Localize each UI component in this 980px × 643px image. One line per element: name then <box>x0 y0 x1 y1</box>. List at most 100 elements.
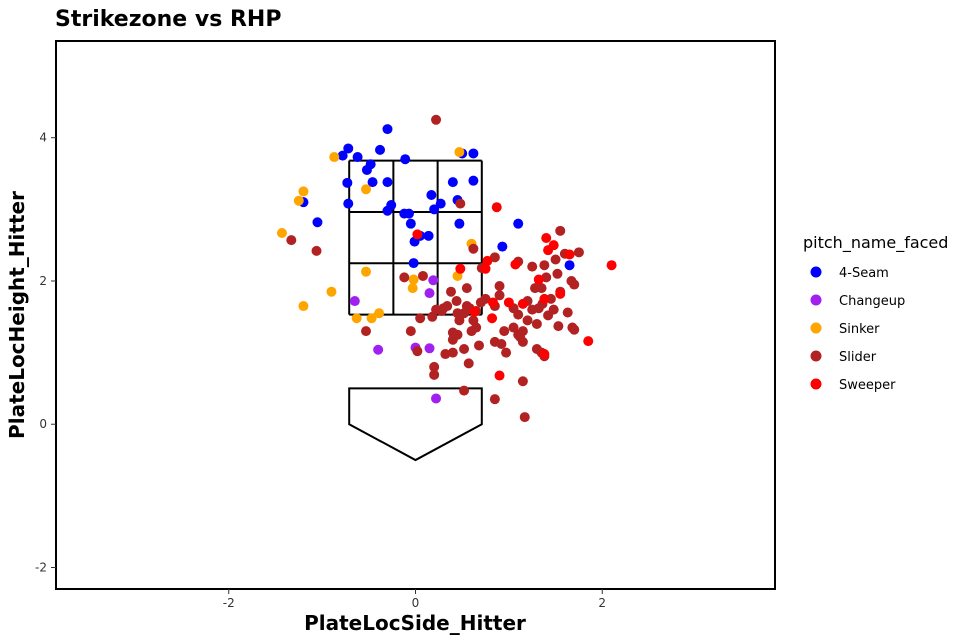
data-point <box>382 177 393 188</box>
data-point <box>349 296 360 307</box>
data-point <box>468 148 479 159</box>
data-point <box>553 321 564 332</box>
chart-title: Strikezone vs RHP <box>55 7 281 32</box>
data-point <box>508 322 519 333</box>
series-changeup <box>349 275 442 404</box>
plot-area <box>55 40 776 590</box>
data-point <box>539 349 550 360</box>
data-point <box>400 154 411 165</box>
data-point <box>382 124 393 135</box>
legend-items: 4-Seam Changeup Sinker Slider Sweeper <box>810 266 905 393</box>
legend-label: Changeup <box>839 294 905 309</box>
data-point <box>459 385 470 396</box>
data-point <box>426 190 437 201</box>
data-point <box>573 247 584 258</box>
data-point <box>583 336 594 347</box>
data-point <box>499 326 510 337</box>
data-point <box>407 283 418 294</box>
data-point <box>548 304 559 315</box>
data-point <box>337 150 348 161</box>
legend-key <box>810 294 822 306</box>
data-point <box>312 217 323 228</box>
data-point <box>424 288 435 299</box>
data-point <box>503 297 514 308</box>
data-point <box>461 283 472 294</box>
home-plate-outline <box>348 387 483 462</box>
data-point <box>311 245 322 256</box>
data-point <box>510 259 521 270</box>
data-point <box>513 218 524 229</box>
data-point <box>298 301 309 312</box>
data-point <box>469 306 480 317</box>
data-point <box>366 313 377 324</box>
data-point <box>399 208 410 219</box>
data-point <box>361 184 372 195</box>
data-point <box>606 260 617 271</box>
y-tick-label: -2 <box>35 561 47 575</box>
data-point <box>431 304 442 315</box>
legend: pitch_name_faced 4-Seam Changeup Sinker Sli… <box>803 233 948 393</box>
legend-label: 4-Seam <box>839 266 889 281</box>
data-point <box>527 261 538 272</box>
x-tick-label: 0 <box>412 596 420 610</box>
series-slider <box>286 114 584 423</box>
data-point <box>361 266 372 277</box>
data-point <box>423 230 434 241</box>
data-point <box>424 343 435 354</box>
data-point <box>352 152 363 163</box>
data-point <box>429 369 440 380</box>
data-point <box>445 286 456 297</box>
data-point <box>455 198 466 209</box>
data-point <box>527 304 538 315</box>
data-point <box>374 308 385 319</box>
data-point <box>564 249 575 260</box>
data-point <box>496 339 507 350</box>
data-point <box>417 270 428 281</box>
data-point <box>408 258 419 269</box>
data-points <box>276 114 617 423</box>
data-point <box>539 260 550 271</box>
data-point <box>276 227 287 238</box>
x-tick-label: -2 <box>223 596 235 610</box>
data-point <box>543 245 554 256</box>
data-point <box>429 361 440 372</box>
data-point <box>415 313 426 324</box>
data-point <box>569 279 580 290</box>
data-point <box>562 307 573 318</box>
legend-label: Sweeper <box>839 378 896 393</box>
data-point <box>531 318 542 329</box>
data-point <box>530 283 541 294</box>
data-point <box>382 205 393 216</box>
data-point <box>489 394 500 405</box>
data-point <box>459 344 470 355</box>
data-point <box>361 164 372 175</box>
data-point <box>489 252 500 263</box>
legend-key <box>810 322 822 334</box>
data-point <box>454 218 465 229</box>
data-point <box>517 376 528 387</box>
x-axis: -2 0 2 <box>223 589 606 610</box>
legend-title: pitch_name_faced <box>803 233 948 253</box>
data-point <box>326 286 337 297</box>
data-point <box>468 175 479 186</box>
legend-label: Slider <box>839 350 877 365</box>
data-point <box>494 290 505 301</box>
data-point <box>550 254 561 265</box>
data-point <box>399 272 410 283</box>
data-point <box>552 268 563 279</box>
data-point <box>440 349 451 360</box>
data-point <box>361 326 372 337</box>
data-point <box>555 225 566 236</box>
data-point <box>468 243 479 254</box>
series-4-seam <box>298 124 575 271</box>
data-point <box>494 280 505 291</box>
data-point <box>405 326 416 337</box>
data-point <box>497 241 508 252</box>
data-point <box>343 198 354 209</box>
data-point <box>429 204 440 215</box>
legend-label: Sinker <box>839 322 880 337</box>
data-point <box>373 344 384 355</box>
data-point <box>298 186 309 197</box>
legend-key <box>810 350 822 362</box>
